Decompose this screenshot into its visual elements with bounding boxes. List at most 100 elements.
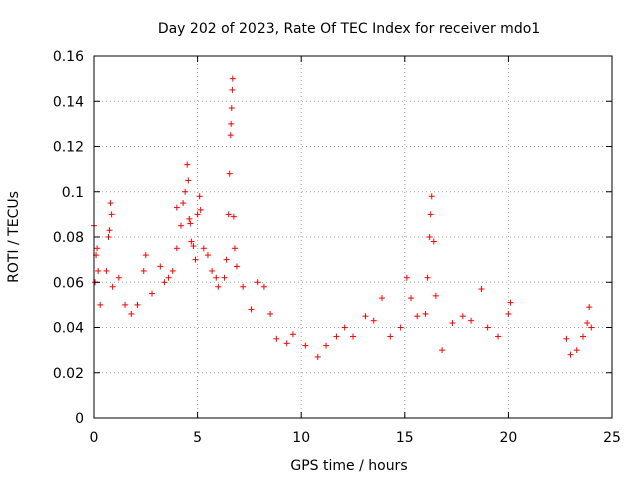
y-tick-label: 0.16 bbox=[53, 49, 84, 65]
data-point bbox=[228, 120, 235, 127]
data-point bbox=[468, 317, 475, 324]
data-point bbox=[194, 211, 201, 218]
data-point bbox=[95, 267, 102, 274]
data-points bbox=[91, 75, 595, 360]
data-point bbox=[567, 351, 574, 358]
x-tick-label: 25 bbox=[603, 430, 621, 446]
data-point bbox=[260, 283, 267, 290]
x-tick-label: 0 bbox=[90, 430, 99, 446]
data-point bbox=[173, 245, 180, 252]
data-point bbox=[428, 193, 435, 200]
data-point bbox=[142, 252, 149, 259]
data-point bbox=[426, 234, 433, 240]
x-tick-label: 20 bbox=[499, 430, 517, 446]
data-point bbox=[229, 86, 236, 93]
data-point bbox=[190, 243, 197, 250]
data-point bbox=[254, 279, 261, 286]
data-point bbox=[161, 279, 168, 286]
data-point bbox=[173, 204, 180, 211]
data-point bbox=[505, 310, 512, 317]
data-point bbox=[107, 200, 114, 207]
data-point bbox=[314, 353, 321, 360]
data-point bbox=[414, 313, 421, 320]
data-point bbox=[103, 267, 110, 274]
data-point bbox=[563, 335, 570, 342]
data-point bbox=[106, 227, 113, 234]
data-point bbox=[197, 206, 204, 213]
y-tick-label: 0 bbox=[75, 411, 84, 427]
data-point bbox=[379, 295, 386, 302]
x-axis-label: GPS time / hours bbox=[290, 458, 407, 474]
data-point bbox=[362, 313, 369, 320]
data-point bbox=[432, 292, 439, 299]
data-point bbox=[397, 324, 404, 331]
data-point bbox=[387, 333, 394, 340]
data-point bbox=[323, 342, 330, 349]
data-point bbox=[105, 234, 112, 240]
data-point bbox=[192, 256, 199, 263]
data-point bbox=[230, 213, 237, 220]
data-point bbox=[169, 267, 176, 274]
data-point bbox=[408, 295, 415, 302]
data-point bbox=[204, 252, 211, 259]
data-point bbox=[225, 211, 232, 218]
chart-title: Day 202 of 2023, Rate Of TEC Index for r… bbox=[158, 21, 540, 37]
y-tick-label: 0.04 bbox=[53, 321, 84, 337]
data-point bbox=[108, 211, 115, 218]
data-point bbox=[283, 340, 290, 347]
data-point bbox=[122, 301, 129, 308]
x-axis-ticks: 0 5 10 15 20 25 bbox=[90, 56, 621, 446]
data-point bbox=[128, 310, 135, 317]
data-point bbox=[422, 310, 429, 317]
data-point bbox=[403, 274, 410, 281]
data-point bbox=[302, 342, 309, 349]
data-point bbox=[228, 105, 235, 112]
data-point bbox=[424, 274, 431, 281]
data-point bbox=[333, 333, 340, 340]
data-point bbox=[231, 245, 238, 252]
data-point bbox=[200, 245, 207, 252]
data-point bbox=[350, 333, 356, 340]
data-point bbox=[165, 274, 172, 281]
data-point bbox=[215, 283, 222, 290]
data-point bbox=[459, 313, 466, 320]
data-point bbox=[115, 274, 122, 281]
data-point bbox=[178, 222, 185, 229]
data-point bbox=[221, 274, 228, 281]
data-point bbox=[134, 301, 141, 308]
data-point bbox=[439, 347, 446, 354]
data-point bbox=[248, 306, 255, 313]
data-point bbox=[109, 283, 116, 290]
data-point bbox=[182, 188, 189, 195]
data-point bbox=[427, 211, 434, 218]
data-point bbox=[149, 290, 156, 297]
data-point bbox=[341, 324, 348, 331]
y-tick-label: 0.08 bbox=[53, 230, 84, 246]
y-tick-label: 0.06 bbox=[53, 275, 84, 291]
data-point bbox=[223, 256, 230, 263]
data-point bbox=[584, 319, 591, 326]
y-tick-label: 0.1 bbox=[62, 185, 84, 201]
data-point bbox=[579, 333, 586, 340]
y-tick-label: 0.02 bbox=[53, 366, 84, 382]
data-point bbox=[185, 177, 192, 184]
data-point bbox=[227, 132, 234, 139]
data-point bbox=[184, 161, 191, 168]
data-point bbox=[289, 331, 296, 338]
data-point bbox=[94, 245, 101, 252]
y-axis-label: ROTI / TECUs bbox=[6, 191, 22, 283]
data-point bbox=[229, 75, 236, 82]
data-point bbox=[449, 319, 456, 326]
y-axis-ticks: 0 0.02 0.04 0.06 0.08 0.1 0.12 0.14 0.16 bbox=[53, 49, 612, 427]
data-point bbox=[186, 215, 193, 222]
data-point bbox=[233, 263, 240, 270]
x-tick-label: 5 bbox=[193, 430, 202, 446]
data-point bbox=[484, 324, 491, 331]
y-tick-label: 0.12 bbox=[53, 140, 84, 156]
data-point bbox=[586, 304, 593, 311]
data-point bbox=[507, 299, 514, 306]
data-point bbox=[588, 324, 595, 331]
data-point bbox=[478, 286, 485, 293]
data-point bbox=[573, 347, 580, 354]
